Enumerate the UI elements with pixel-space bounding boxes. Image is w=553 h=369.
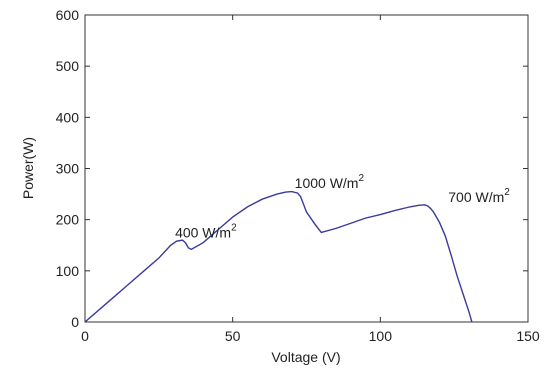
y-tick-label: 400 (56, 109, 80, 125)
x-tick-label: 150 (516, 328, 540, 344)
annotation-label: 400 W/m2 (175, 223, 237, 241)
x-tick-label: 50 (225, 328, 241, 344)
y-axis-title: Power(W) (20, 137, 36, 199)
y-tick-label: 500 (56, 58, 80, 74)
plot-area (84, 14, 529, 323)
y-tick-label: 100 (56, 263, 80, 279)
x-axis: 0 50 100 150 (81, 15, 540, 344)
series-line (84, 190, 473, 323)
x-tick-label: 0 (81, 328, 89, 344)
y-tick-label: 300 (56, 161, 80, 177)
x-tick-label: 100 (369, 328, 393, 344)
annotations: 400 W/m2 1000 W/m2 700 W/m2 (175, 173, 510, 241)
annotation-label: 1000 W/m2 (295, 173, 365, 191)
x-axis-title: Voltage (V) (271, 349, 340, 365)
y-axis: 0 100 200 300 400 500 600 (56, 7, 528, 330)
y-tick-label: 600 (56, 7, 80, 23)
y-tick-label: 0 (71, 314, 79, 330)
y-tick-label: 200 (56, 212, 80, 228)
annotation-label: 700 W/m2 (448, 187, 510, 205)
